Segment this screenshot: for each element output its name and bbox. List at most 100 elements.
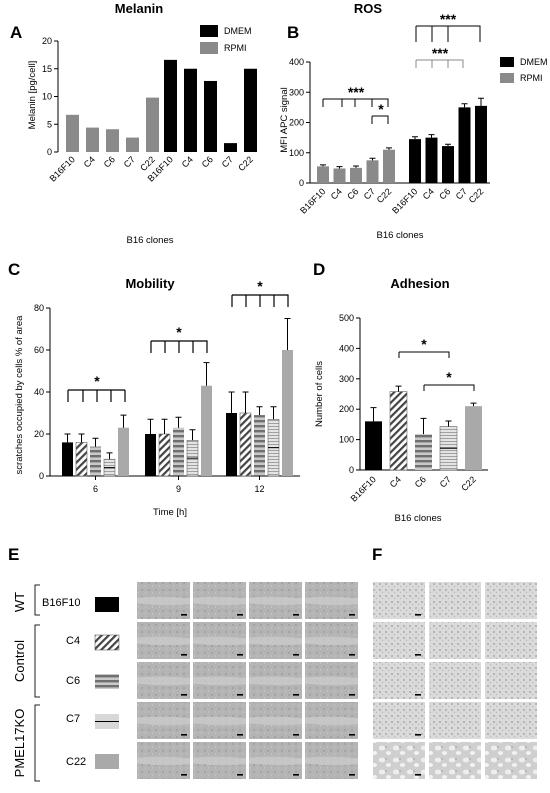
scratch-e-r5-c4 [305,756,358,766]
legend-label-rpmi-a: RPMI [224,43,247,53]
scratch-e-r5-c2 [193,756,246,766]
panel-label-e: E [8,545,19,564]
row-label-b16f10: B16F10 [42,597,81,609]
x-tick-d-c22: C22 [459,474,478,493]
bar-d-c6 [415,434,432,470]
scratch-e-r2-c4 [305,636,358,646]
scale-bar-e-r5-c4 [349,774,355,776]
row-label-c22: C22 [66,756,86,768]
bar-d-c4 [389,391,408,471]
scale-bar-e-r4-c4 [349,734,355,736]
bars-a [66,59,257,153]
bar-b-rpmi-c6 [350,167,362,183]
swatch-c6 [95,674,119,689]
scratch-e-r2-c1 [137,636,190,646]
sig-dmem-c7: *** [432,45,449,61]
c-y-tick-label: 80 [34,303,44,313]
x-ticks-d: B16F10 C4 C6 C7 C22 [349,474,478,503]
scratch-e-r4-c4 [305,716,358,726]
scratch-e-r1-c2 [193,596,246,606]
scale-bar-f-r5 [415,774,421,776]
bar-a-rpmi-b16f10 [66,114,79,152]
x-ticks-c: 6 9 12 [93,476,265,494]
sig-rpmi-c7-c22: * [378,101,384,117]
y-ticks-d: 0 100 200 300 400 500 [339,313,361,475]
a-y-tick-label: 0 [47,147,52,157]
micrograph-grid-f [373,582,537,779]
bar-c-9h-c6 [173,427,184,476]
bar-c-9h-b16f10 [145,434,156,476]
swatch-b16f10 [95,597,119,612]
y-ticks-c: 0 20 40 60 80 [34,303,51,481]
micrograph-f-r5-c1 [373,742,425,779]
bar-c-6h-c4 [75,442,88,477]
x-tick-a-dmem-c22: C22 [236,154,255,173]
y-axis-label-melanin: Melanin [pg/cell] [27,61,38,130]
b-y-tick-label: 200 [289,118,304,128]
error-bar-c-6h-b16f10 [64,433,71,443]
bar-a-rpmi-c7 [126,137,139,152]
scratch-e-r2-c3 [249,636,302,646]
panel-b: B ROS MFI APC signal B16 clones 0 100 200 3… [279,1,548,241]
chart-title-mobility: Mobility [125,276,175,291]
error-bar-c-12h-c4 [242,391,249,413]
error-bar-b-dmem-b16f10 [412,136,418,140]
error-bar-c-9h-b16f10 [147,418,154,434]
error-bar-d-c6 [420,417,427,435]
panel-label-a: A [10,23,22,42]
x-tick-b-rpmi-c22: C22 [375,186,394,205]
error-bar-b-rpmi-c6 [353,165,359,168]
bar-b-dmem-c6 [442,146,454,183]
b-y-tick-label: 0 [299,178,304,188]
c-y-tick-label: 40 [34,387,44,397]
a-y-tick-label: 20 [42,36,52,46]
micrograph-f-r5-c2 [429,742,481,779]
x-tick-d-c7: C7 [438,474,453,489]
y-axis-label-ros: MFI APC signal [279,87,290,152]
x-tick-b-dmem-c6: C6 [437,186,452,201]
error-bar-c-6h-c4 [78,433,85,443]
scratch-e-r1-c4 [305,596,358,606]
scratch-e-r1-c3 [249,596,302,606]
panel-label-c: C [8,260,20,279]
legend-b: DMEM RPMI [500,57,548,83]
bar-b-dmem-c4 [425,137,438,183]
legend-label-dmem-a: DMEM [224,26,252,36]
bar-c-9h-c4 [158,433,171,477]
group-brackets-e [34,584,40,782]
scale-bar-e-r5-c1 [181,774,187,776]
scratch-e-r3-c3 [249,676,302,686]
bar-c-12h-b16f10 [226,413,237,476]
error-bar-c-9h-c4 [161,418,168,434]
micrograph-f-r1-c2 [429,582,481,619]
x-tick-a-rpmi-b16f10: B16F10 [48,154,77,183]
scale-bar-e-r2-c3 [293,654,299,656]
error-bar-c-12h-c22 [284,318,291,350]
error-bar-c-6h-c6 [92,437,99,447]
error-bar-b-rpmi-b16f10 [320,164,326,167]
error-bar-c-9h-c7 [189,429,196,441]
x-tick-b-rpmi-b16f10: B16F10 [298,186,327,215]
bar-b-dmem-b16f10 [409,139,421,183]
bar-b-dmem-c22 [475,105,487,183]
scale-bar-f-r1 [415,614,421,616]
scale-bar-e-r4-c2 [237,734,243,736]
scale-bar-e-r3-c2 [237,694,243,696]
significance-brackets-d: * * [398,336,475,391]
scale-bar-e-r1-c2 [237,614,243,616]
x-tick-a-rpmi-c7: C7 [122,154,137,169]
error-bar-d-b16f10 [370,407,377,422]
micrograph-f-r2-c1 [373,622,425,659]
y-ticks-b: 0 100 200 300 400 [289,57,311,188]
error-bar-b-dmem-c4 [428,134,435,138]
a-y-tick-label: 5 [47,119,52,129]
panel-c: C Mobility scratches occupied by cells %… [8,260,300,518]
x-tick-b-dmem-b16f10: B16F10 [390,186,419,215]
bar-a-dmem-b16f10 [164,59,177,153]
x-tick-a-rpmi-c6: C6 [102,154,117,169]
scale-bar-e-r3-c1 [181,694,187,696]
bar-b-dmem-c7 [458,107,471,183]
x-tick-d-c4: C4 [388,474,403,489]
